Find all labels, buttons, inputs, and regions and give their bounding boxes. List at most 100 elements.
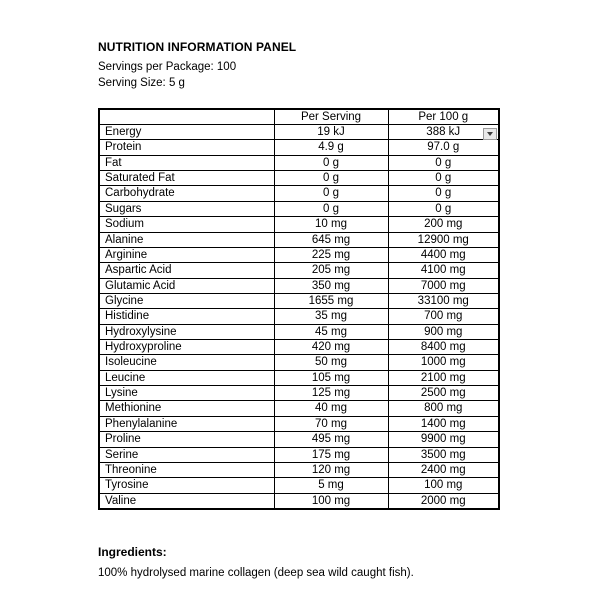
nutrient-name-cell: Saturated Fat [98, 170, 275, 187]
per-serving-cell: 5 mg [273, 477, 389, 494]
per-100g-cell: 2000 mg [387, 492, 500, 510]
per-100g-cell: 700 mg [387, 308, 500, 325]
nutrient-name-cell: Threonine [98, 461, 275, 479]
per-serving-cell: 35 mg [273, 308, 389, 325]
per-serving-cell: 350 mg [273, 277, 389, 294]
nutrient-name-cell: Aspartic Acid [98, 262, 275, 279]
ingredients-heading: Ingredients: [98, 545, 167, 559]
nutrient-name-cell: Leucine [98, 369, 275, 387]
per-100g-cell: 100 mg [387, 477, 500, 494]
per-serving-cell: 120 mg [273, 461, 389, 479]
per-serving-cell: 0 g [273, 170, 389, 187]
table-row: Isoleucine 50 mg 1000 mg [98, 354, 500, 371]
nutrient-column-header [98, 108, 275, 125]
table-row: Tyrosine 5 mg 100 mg [98, 477, 500, 494]
table-row: Glutamic Acid 350 mg 7000 mg [98, 277, 500, 294]
per-serving-cell: 175 mg [273, 446, 389, 463]
per-serving-cell: 125 mg [273, 385, 389, 402]
nutrient-name-cell: Alanine [98, 231, 275, 248]
per-serving-cell: 50 mg [273, 354, 389, 371]
table-row: Threonine 120 mg 2400 mg [98, 461, 500, 479]
per-100g-cell: 33100 mg [387, 292, 500, 310]
nutrient-name-cell: Phenylalanine [98, 415, 275, 433]
nutrient-name-cell: Protein [98, 139, 275, 156]
cell-filter-dropdown-button[interactable] [483, 128, 497, 140]
per-serving-cell: 70 mg [273, 415, 389, 433]
nutrient-name-cell: Fat [98, 154, 275, 172]
table-row: Lysine 125 mg 2500 mg [98, 385, 500, 402]
per-serving-cell: 0 g [273, 154, 389, 172]
per-serving-cell: 45 mg [273, 323, 389, 341]
table-row: Serine 175 mg 3500 mg [98, 446, 500, 463]
table-row: Hydroxyproline 420 mg 8400 mg [98, 339, 500, 356]
per-100g-cell: 388 kJ [387, 123, 500, 141]
per-100g-cell: 2500 mg [387, 385, 500, 402]
nutrient-name-cell: Sodium [98, 216, 275, 233]
table-row: Methionine 40 mg 800 mg [98, 400, 500, 417]
per-serving-column-header: Per Serving [273, 108, 389, 125]
table-row: Protein 4.9 g 97.0 g [98, 139, 500, 156]
per-serving-cell: 1655 mg [273, 292, 389, 310]
per-100g-cell: 9900 mg [387, 431, 500, 448]
nutrient-name-cell: Glycine [98, 292, 275, 310]
per-100g-cell: 0 g [387, 185, 500, 202]
table-row: Sodium 10 mg 200 mg [98, 216, 500, 233]
table-row: Valine 100 mg 2000 mg [98, 492, 500, 510]
per-100g-cell: 800 mg [387, 400, 500, 417]
per-serving-cell: 645 mg [273, 231, 389, 248]
chevron-down-icon [487, 132, 493, 136]
per-100g-cell: 4100 mg [387, 262, 500, 279]
table-row: Arginine 225 mg 4400 mg [98, 246, 500, 264]
table-row: Glycine 1655 mg 33100 mg [98, 292, 500, 310]
per-100g-cell: 900 mg [387, 323, 500, 341]
nutrient-name-cell: Hydroxylysine [98, 323, 275, 341]
per-100g-cell: 1400 mg [387, 415, 500, 433]
table-row: Energy 19 kJ 388 kJ [98, 123, 500, 141]
table-row: Leucine 105 mg 2100 mg [98, 369, 500, 387]
table-header-row: Per Serving Per 100 g [98, 108, 500, 125]
per-100g-cell: 7000 mg [387, 277, 500, 294]
per-100g-cell: 200 mg [387, 216, 500, 233]
nutrient-name-cell: Proline [98, 431, 275, 448]
per-serving-cell: 205 mg [273, 262, 389, 279]
per-serving-cell: 495 mg [273, 431, 389, 448]
per-100g-cell: 8400 mg [387, 339, 500, 356]
per-100g-cell: 0 g [387, 170, 500, 187]
per-100g-cell: 0 g [387, 200, 500, 218]
table-row: Alanine 645 mg 12900 mg [98, 231, 500, 248]
per-serving-cell: 0 g [273, 200, 389, 218]
nutrient-name-cell: Energy [98, 123, 275, 141]
table-body: Energy 19 kJ 388 kJ Protein 4.9 g 97.0 g Fat 0 … [98, 123, 500, 510]
table-row: Histidine 35 mg 700 mg [98, 308, 500, 325]
nutrient-name-cell: Hydroxyproline [98, 339, 275, 356]
per-100g-cell: 4400 mg [387, 246, 500, 264]
per-serving-cell: 40 mg [273, 400, 389, 417]
page-title: NUTRITION INFORMATION PANEL [98, 40, 297, 54]
per-serving-cell: 105 mg [273, 369, 389, 387]
table-row: Phenylalanine 70 mg 1400 mg [98, 415, 500, 433]
per-serving-cell: 4.9 g [273, 139, 389, 156]
per-100g-cell: 2100 mg [387, 369, 500, 387]
nutrition-table-container: Per Serving Per 100 g Energy 19 kJ 388 kJ P… [98, 108, 500, 510]
ingredients-text: 100% hydrolysed marine collagen (deep se… [98, 567, 414, 579]
per-100g-column-header: Per 100 g [387, 108, 500, 125]
nutrient-name-cell: Carbohydrate [98, 185, 275, 202]
nutrient-name-cell: Histidine [98, 308, 275, 325]
per-100g-cell: 1000 mg [387, 354, 500, 371]
nutrient-name-cell: Methionine [98, 400, 275, 417]
per-serving-cell: 10 mg [273, 216, 389, 233]
per-serving-cell: 19 kJ [273, 123, 389, 141]
nutrient-name-cell: Valine [98, 492, 275, 510]
nutrient-name-cell: Glutamic Acid [98, 277, 275, 294]
per-serving-cell: 0 g [273, 185, 389, 202]
nutrient-name-cell: Serine [98, 446, 275, 463]
per-100g-cell: 12900 mg [387, 231, 500, 248]
nutrient-name-cell: Tyrosine [98, 477, 275, 494]
per-serving-cell: 420 mg [273, 339, 389, 356]
nutrition-table: Per Serving Per 100 g Energy 19 kJ 388 kJ P… [98, 108, 500, 510]
per-100g-cell: 97.0 g [387, 139, 500, 156]
